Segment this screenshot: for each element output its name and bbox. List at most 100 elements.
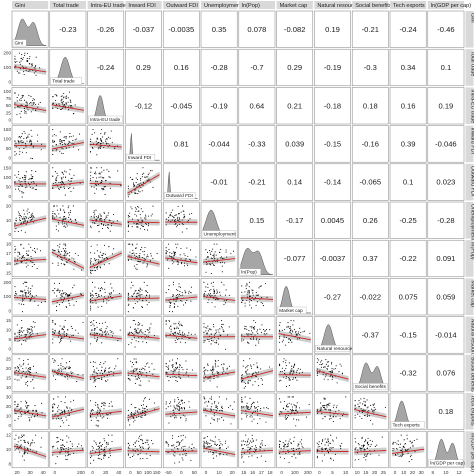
- data-point: [69, 211, 71, 214]
- panel-frame: [314, 125, 351, 163]
- data-point: [151, 170, 153, 172]
- data-point: [139, 294, 141, 296]
- data-point: [401, 449, 403, 451]
- data-point: [290, 442, 292, 444]
- data-point: [62, 366, 64, 368]
- data-point: [363, 444, 365, 446]
- data-point: [139, 288, 141, 290]
- data-point: [169, 401, 171, 403]
- data-point: [53, 292, 55, 294]
- data-point: [101, 257, 103, 259]
- data-point: [173, 414, 175, 416]
- data-point: [60, 364, 62, 366]
- data-point: [73, 304, 75, 306]
- data-point: [257, 405, 259, 407]
- data-point: [130, 287, 132, 289]
- data-point: [28, 370, 30, 373]
- data-point: [222, 331, 224, 333]
- data-point: [340, 446, 342, 448]
- data-point: [283, 446, 285, 448]
- x-tick-label: 100: [144, 470, 152, 474]
- data-point: [15, 413, 17, 415]
- column-strip-unemployment: [201, 1, 238, 9]
- data-point: [243, 387, 245, 389]
- y-tick-label: 30: [6, 395, 12, 400]
- data-point: [324, 404, 326, 407]
- data-point: [131, 226, 133, 228]
- data-point: [33, 296, 35, 298]
- data-point: [279, 452, 281, 455]
- data-point: [206, 251, 208, 253]
- data-point: [26, 385, 29, 387]
- data-point: [213, 377, 215, 380]
- data-point: [178, 223, 180, 225]
- data-point: [19, 106, 21, 108]
- data-point: [216, 289, 218, 291]
- data-point: [181, 219, 183, 221]
- panel-frame: [351, 239, 389, 278]
- data-point: [171, 260, 173, 262]
- data-point: [60, 449, 62, 451]
- data-point: [184, 255, 186, 257]
- data-point: [173, 306, 175, 308]
- data-point: [129, 215, 131, 218]
- data-point: [175, 243, 177, 245]
- panel-ln-pop-vs-intra-eu-trade: [87, 239, 125, 278]
- data-point: [340, 365, 342, 367]
- data-point: [205, 327, 207, 329]
- data-point: [241, 440, 243, 442]
- data-point: [292, 378, 294, 381]
- data-point: [29, 367, 31, 369]
- data-point: [139, 452, 141, 454]
- data-point: [182, 434, 184, 436]
- fit-line: [127, 221, 160, 224]
- y-tick-label: 100: [3, 137, 11, 142]
- data-point: [279, 329, 281, 331]
- data-point: [127, 222, 129, 224]
- data-point: [99, 408, 101, 410]
- data-point: [62, 182, 64, 184]
- data-point: [127, 292, 129, 294]
- data-point: [191, 369, 193, 371]
- data-point: [146, 329, 148, 331]
- data-point: [91, 297, 93, 299]
- data-point: [247, 381, 249, 383]
- data-point: [107, 214, 109, 216]
- data-point: [193, 447, 195, 449]
- data-point: [225, 289, 227, 291]
- data-point: [22, 177, 24, 179]
- column-strip-outward-fdi: [163, 1, 200, 9]
- data-point: [99, 145, 101, 147]
- data-point: [102, 299, 105, 301]
- data-point: [33, 103, 35, 105]
- data-point: [96, 268, 98, 270]
- data-point: [206, 333, 208, 335]
- data-point: [246, 444, 248, 446]
- data-point: [316, 368, 318, 370]
- data-point: [18, 214, 20, 216]
- data-point: [318, 441, 320, 443]
- data-point: [174, 399, 176, 401]
- panel-outward-fdi-vs-natural-resources: -0.14: [314, 163, 351, 201]
- data-point: [20, 184, 22, 186]
- data-point: [361, 445, 363, 447]
- data-point: [178, 218, 180, 220]
- density-curve: [354, 362, 387, 390]
- data-point: [241, 398, 243, 400]
- data-point: [94, 333, 96, 335]
- data-point: [61, 420, 63, 422]
- data-point: [90, 245, 92, 247]
- data-point: [180, 341, 182, 343]
- data-point: [373, 403, 376, 405]
- data-point: [354, 414, 356, 416]
- fit-line: [13, 258, 47, 262]
- correlation-value: 0.16: [174, 63, 189, 72]
- data-point: [18, 379, 20, 381]
- data-point: [287, 416, 289, 419]
- data-point: [291, 341, 293, 343]
- data-point: [214, 443, 216, 445]
- data-point: [139, 368, 141, 370]
- data-point: [296, 369, 298, 371]
- data-point: [141, 294, 143, 296]
- data-point: [182, 331, 184, 333]
